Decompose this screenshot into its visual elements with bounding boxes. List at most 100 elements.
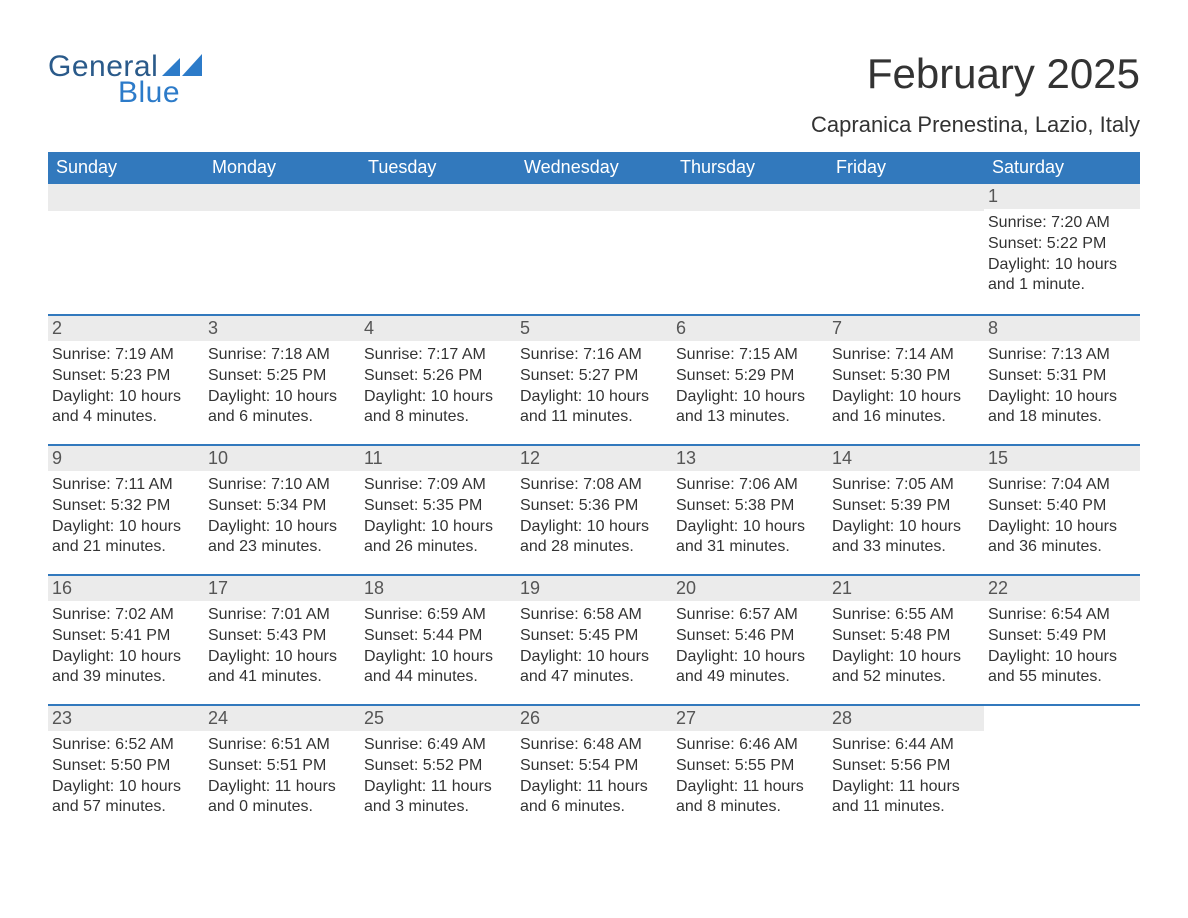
sunrise-text: Sunrise: 7:14 AM: [832, 345, 978, 366]
sunrise-text: Sunrise: 6:52 AM: [52, 735, 198, 756]
day-content: Sunrise: 7:15 AMSunset: 5:29 PMDaylight:…: [675, 341, 822, 428]
sunset-text: Sunset: 5:30 PM: [832, 366, 978, 387]
empty-day-bar: [828, 184, 984, 211]
daylight-text: Daylight: 11 hours and 8 minutes.: [676, 777, 822, 819]
empty-day-bar: [48, 184, 204, 211]
sunrise-text: Sunrise: 7:16 AM: [520, 345, 666, 366]
sunrise-text: Sunrise: 7:01 AM: [208, 605, 354, 626]
sunset-text: Sunset: 5:44 PM: [364, 626, 510, 647]
day-cell: 24Sunrise: 6:51 AMSunset: 5:51 PMDayligh…: [204, 706, 360, 834]
day-cell: [984, 706, 1140, 834]
daylight-text: Daylight: 11 hours and 3 minutes.: [364, 777, 510, 819]
daylight-text: Daylight: 10 hours and 16 minutes.: [832, 387, 978, 429]
empty-day-bar: [204, 184, 360, 211]
day-cell: [828, 184, 984, 314]
day-number: 15: [984, 446, 1140, 471]
sunset-text: Sunset: 5:40 PM: [988, 496, 1134, 517]
day-number: 18: [360, 576, 516, 601]
sunrise-text: Sunrise: 7:17 AM: [364, 345, 510, 366]
sunrise-text: Sunrise: 6:46 AM: [676, 735, 822, 756]
sunrise-text: Sunrise: 6:54 AM: [988, 605, 1134, 626]
day-number: 17: [204, 576, 360, 601]
daylight-text: Daylight: 10 hours and 6 minutes.: [208, 387, 354, 429]
sunset-text: Sunset: 5:48 PM: [832, 626, 978, 647]
weekday-label: Sunday: [48, 152, 204, 184]
day-cell: 7Sunrise: 7:14 AMSunset: 5:30 PMDaylight…: [828, 316, 984, 444]
sunset-text: Sunset: 5:41 PM: [52, 626, 198, 647]
sunrise-text: Sunrise: 6:48 AM: [520, 735, 666, 756]
day-number: 5: [516, 316, 672, 341]
day-cell: 20Sunrise: 6:57 AMSunset: 5:46 PMDayligh…: [672, 576, 828, 704]
day-content: Sunrise: 7:11 AMSunset: 5:32 PMDaylight:…: [51, 471, 198, 558]
sunset-text: Sunset: 5:34 PM: [208, 496, 354, 517]
day-cell: 21Sunrise: 6:55 AMSunset: 5:48 PMDayligh…: [828, 576, 984, 704]
day-content: Sunrise: 7:02 AMSunset: 5:41 PMDaylight:…: [51, 601, 198, 688]
sunrise-text: Sunrise: 7:18 AM: [208, 345, 354, 366]
day-number: 1: [984, 184, 1140, 209]
sunset-text: Sunset: 5:38 PM: [676, 496, 822, 517]
sunrise-text: Sunrise: 7:02 AM: [52, 605, 198, 626]
day-content: Sunrise: 6:58 AMSunset: 5:45 PMDaylight:…: [519, 601, 666, 688]
location: Capranica Prenestina, Lazio, Italy: [811, 112, 1140, 138]
day-cell: 15Sunrise: 7:04 AMSunset: 5:40 PMDayligh…: [984, 446, 1140, 574]
empty-day-bar: [360, 184, 516, 211]
calendar: Sunday Monday Tuesday Wednesday Thursday…: [48, 152, 1140, 834]
empty-day-bar: [672, 184, 828, 211]
sunset-text: Sunset: 5:32 PM: [52, 496, 198, 517]
logo-text-blue: Blue: [118, 76, 180, 110]
day-content: Sunrise: 6:52 AMSunset: 5:50 PMDaylight:…: [51, 731, 198, 818]
day-number: 13: [672, 446, 828, 471]
sunset-text: Sunset: 5:46 PM: [676, 626, 822, 647]
day-content: Sunrise: 7:18 AMSunset: 5:25 PMDaylight:…: [207, 341, 354, 428]
day-content: Sunrise: 7:19 AMSunset: 5:23 PMDaylight:…: [51, 341, 198, 428]
sunset-text: Sunset: 5:52 PM: [364, 756, 510, 777]
daylight-text: Daylight: 10 hours and 26 minutes.: [364, 517, 510, 559]
empty-day-bar: [516, 184, 672, 211]
calendar-week: 9Sunrise: 7:11 AMSunset: 5:32 PMDaylight…: [48, 444, 1140, 574]
sunrise-text: Sunrise: 6:58 AM: [520, 605, 666, 626]
day-cell: 2Sunrise: 7:19 AMSunset: 5:23 PMDaylight…: [48, 316, 204, 444]
daylight-text: Daylight: 10 hours and 28 minutes.: [520, 517, 666, 559]
sunrise-text: Sunrise: 6:49 AM: [364, 735, 510, 756]
sunrise-text: Sunrise: 7:20 AM: [988, 213, 1134, 234]
daylight-text: Daylight: 10 hours and 18 minutes.: [988, 387, 1134, 429]
day-cell: 3Sunrise: 7:18 AMSunset: 5:25 PMDaylight…: [204, 316, 360, 444]
sunrise-text: Sunrise: 7:11 AM: [52, 475, 198, 496]
daylight-text: Daylight: 10 hours and 1 minute.: [988, 255, 1134, 297]
sunset-text: Sunset: 5:23 PM: [52, 366, 198, 387]
day-content: Sunrise: 6:44 AMSunset: 5:56 PMDaylight:…: [831, 731, 978, 818]
sunrise-text: Sunrise: 7:06 AM: [676, 475, 822, 496]
day-cell: 26Sunrise: 6:48 AMSunset: 5:54 PMDayligh…: [516, 706, 672, 834]
sunrise-text: Sunrise: 7:09 AM: [364, 475, 510, 496]
day-content: Sunrise: 7:05 AMSunset: 5:39 PMDaylight:…: [831, 471, 978, 558]
sunrise-text: Sunrise: 7:08 AM: [520, 475, 666, 496]
sunrise-text: Sunrise: 7:19 AM: [52, 345, 198, 366]
day-number: 16: [48, 576, 204, 601]
day-content: Sunrise: 7:04 AMSunset: 5:40 PMDaylight:…: [987, 471, 1134, 558]
day-content: Sunrise: 6:49 AMSunset: 5:52 PMDaylight:…: [363, 731, 510, 818]
day-content: Sunrise: 6:46 AMSunset: 5:55 PMDaylight:…: [675, 731, 822, 818]
day-number: 24: [204, 706, 360, 731]
weekday-header: Sunday Monday Tuesday Wednesday Thursday…: [48, 152, 1140, 184]
daylight-text: Daylight: 10 hours and 55 minutes.: [988, 647, 1134, 689]
sunset-text: Sunset: 5:29 PM: [676, 366, 822, 387]
day-content: Sunrise: 6:51 AMSunset: 5:51 PMDaylight:…: [207, 731, 354, 818]
day-cell: 22Sunrise: 6:54 AMSunset: 5:49 PMDayligh…: [984, 576, 1140, 704]
day-number: 10: [204, 446, 360, 471]
day-content: Sunrise: 7:08 AMSunset: 5:36 PMDaylight:…: [519, 471, 666, 558]
daylight-text: Daylight: 10 hours and 4 minutes.: [52, 387, 198, 429]
day-number: 9: [48, 446, 204, 471]
sunrise-text: Sunrise: 7:05 AM: [832, 475, 978, 496]
day-number: 21: [828, 576, 984, 601]
sunset-text: Sunset: 5:31 PM: [988, 366, 1134, 387]
sunset-text: Sunset: 5:55 PM: [676, 756, 822, 777]
day-number: 14: [828, 446, 984, 471]
day-cell: 13Sunrise: 7:06 AMSunset: 5:38 PMDayligh…: [672, 446, 828, 574]
day-number: 3: [204, 316, 360, 341]
day-content: Sunrise: 7:14 AMSunset: 5:30 PMDaylight:…: [831, 341, 978, 428]
calendar-week: 1Sunrise: 7:20 AMSunset: 5:22 PMDaylight…: [48, 184, 1140, 314]
sunset-text: Sunset: 5:39 PM: [832, 496, 978, 517]
sunrise-text: Sunrise: 6:51 AM: [208, 735, 354, 756]
day-content: Sunrise: 7:01 AMSunset: 5:43 PMDaylight:…: [207, 601, 354, 688]
day-content: Sunrise: 6:48 AMSunset: 5:54 PMDaylight:…: [519, 731, 666, 818]
